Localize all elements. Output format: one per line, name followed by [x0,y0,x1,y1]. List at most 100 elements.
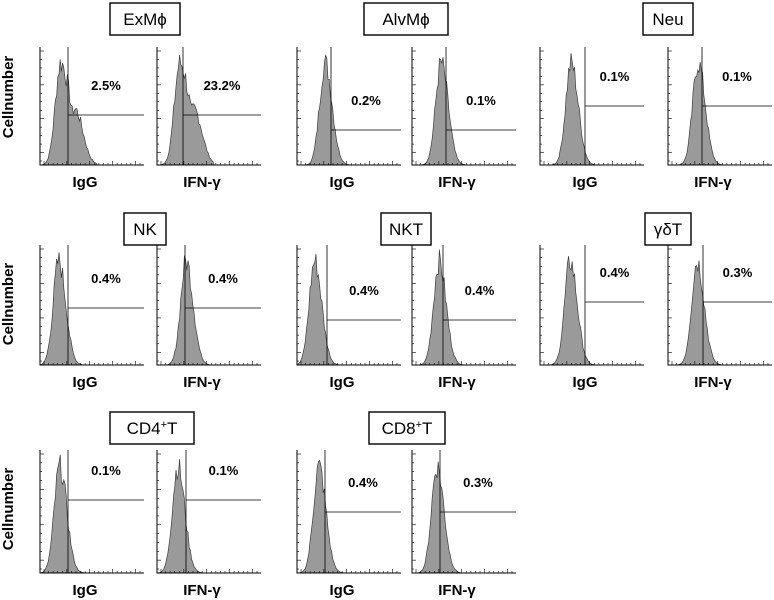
histogram-plot: 0.1% IgG [539,47,644,191]
x-axis-label: IFN-γ [438,582,476,599]
histogram-plot: 0.1% IFN-γ [411,47,516,191]
panel-title-text: AlvMϕ [382,10,429,29]
histogram-plot: 0.4% IFN-γ [156,245,261,391]
x-axis-label: IFN-γ [183,582,221,599]
histogram-fill [297,459,355,574]
histogram-plot: 0.2% IgG [296,47,401,191]
plot-axes [156,450,261,574]
panel-title-box [109,2,181,36]
panel-title-box [380,212,432,246]
histogram-fill [541,255,598,366]
x-axis-label: IFN-γ [694,174,732,191]
x-axis-label: IgG [330,582,355,599]
gate-percentage: 0.4% [465,283,495,298]
x-axis-label: IgG [573,174,598,191]
panel-title-box [644,212,692,246]
histogram-plot: 0.4% IgG [296,245,401,391]
histogram-plot: 0.4% IFN-γ [411,245,516,391]
gate-percentage: 0.4% [600,265,630,280]
panel-title-box [368,411,446,445]
panel-title-box [109,411,195,445]
plot-axes [667,47,772,166]
gate-percentage: 0.4% [91,271,121,286]
y-axis-label: Cellnumber [0,263,17,346]
plot-axes [39,47,144,166]
plot-axes [39,245,144,366]
histogram-fill [40,59,98,166]
panel-title-text: NKT [389,220,423,239]
histogram-plot: 0.1% IFN-γ [667,47,772,191]
histogram-plot: 0.1% IgG [39,450,144,599]
histogram-plot: 0.1% IFN-γ [156,450,261,599]
plot-axes [411,245,516,366]
plot-axes [539,47,644,166]
plot-axes [296,245,401,366]
y-axis-label: Cellnumber [0,468,17,551]
plot-axes [156,47,261,166]
panel-title: γδT [644,212,692,246]
gate-percentage: 0.1% [466,93,496,108]
gate-percentage: 0.1% [209,463,239,478]
panel-title: CD4+T [109,411,195,445]
panel-title-text: CD4+T [127,419,178,438]
x-axis-label: IgG [330,374,355,391]
histogram-fill [413,57,470,166]
plot-axes [411,47,516,166]
plot-axes [539,245,644,366]
panel-title-box [363,2,449,36]
gate-percentage: 23.2% [204,78,241,93]
histogram-fill [541,53,598,166]
gate-percentage: 0.4% [208,271,238,286]
histogram-plot: 2.5% IgG [39,47,144,191]
panel-title-box [642,2,694,36]
plot-axes [411,450,516,574]
histogram-fill [297,254,355,366]
x-axis-label: IgG [573,374,598,391]
panel-title-text: Neu [652,10,683,29]
x-axis-label: IgG [330,174,355,191]
histogram-plot: 0.3% IFN-γ [667,245,772,391]
x-axis-label: IFN-γ [183,174,221,191]
x-axis-label: IFN-γ [438,374,476,391]
gate-percentage: 0.1% [91,463,121,478]
panel-title-text: γδT [654,220,682,239]
x-axis-label: IFN-γ [438,174,476,191]
histogram-fill [157,54,215,166]
histogram-plot: 0.4% IgG [39,245,144,391]
gate-percentage: 0.1% [600,69,630,84]
histogram-fill [669,260,726,366]
x-axis-label: IFN-γ [694,374,732,391]
histogram-fill [40,252,98,366]
histogram-fill [413,249,470,366]
panel-title-box [123,212,167,246]
gate-percentage: 0.4% [348,475,378,490]
gate-percentage: 0.2% [351,93,381,108]
gate-percentage: 0.3% [723,265,753,280]
panel-title: ExMϕ [109,2,181,36]
plot-axes [667,245,772,366]
histogram-plot: 0.4% IgG [296,450,401,599]
plot-axes [296,450,401,574]
histogram-fill [158,255,215,366]
histogram-plot: 0.4% IgG [539,245,644,391]
x-axis-label: IgG [73,374,98,391]
histogram-fill [669,61,726,166]
histogram-fill [413,461,470,574]
panel-title: NK [123,212,167,246]
panel-title: Neu [642,2,694,36]
panel-title: AlvMϕ [363,2,449,36]
gate-percentage: 0.1% [722,69,752,84]
panel-title-text: ExMϕ [123,10,167,29]
panel-title-text: CD8+T [382,419,433,438]
x-axis-label: IgG [73,582,98,599]
plot-axes [156,245,261,366]
panel-title: NKT [380,212,432,246]
gate-percentage: 0.3% [463,475,493,490]
x-axis-label: IgG [73,174,98,191]
panel-title: CD8+T [368,411,446,445]
y-axis-label: Cellnumber [0,56,17,139]
gate-percentage: 2.5% [91,78,121,93]
gate-percentage: 0.4% [349,283,379,298]
histogram-plot: 23.2% IFN-γ [156,47,261,191]
